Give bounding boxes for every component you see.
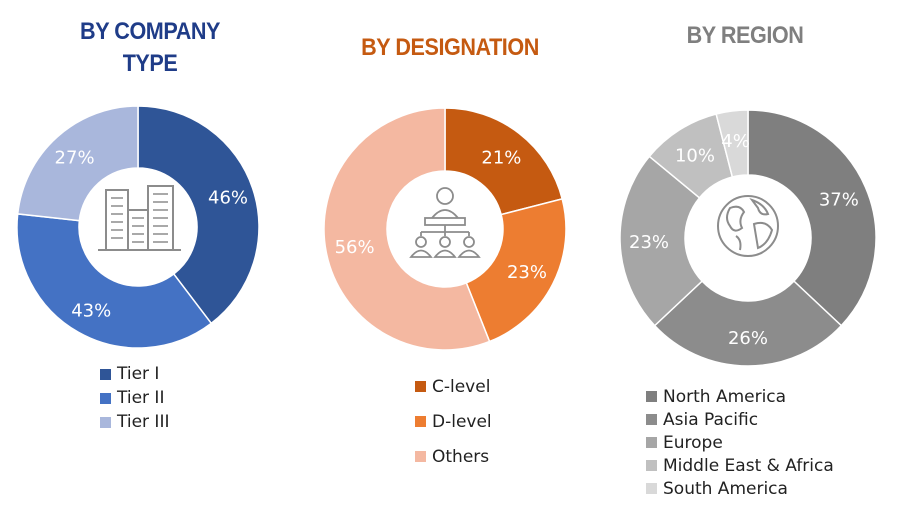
designation-labels: 21% 23% 56% [335,147,547,282]
legend-label: C-level [432,376,491,397]
legend-item: South America [646,477,834,500]
legend-swatch [646,414,657,425]
pie-slice-tier-iii [16,105,139,222]
legend-item: Middle East & Africa [646,454,834,477]
company-type-title: BY COMPANY TYPE [80,18,220,77]
region-panel: BY REGION 37% 26% 23% 10% 4% North America A… [600,0,900,505]
legend-swatch [646,391,657,402]
legend-label: Asia Pacific [663,409,759,430]
pie-slice-north-america [747,109,877,327]
legend-label: North America [663,386,787,407]
pie-slice-d-level [465,197,567,343]
company-type-labels: 46% 43% 27% [55,147,248,321]
legend-swatch [100,392,111,404]
data-label: 10% [675,145,715,166]
region-slices [619,109,877,367]
legend-swatch [415,381,426,392]
designation-legend: C-level D-level Others [415,369,492,474]
data-label: 21% [481,147,521,168]
company-type-donut: 46% 43% 27% [16,105,260,349]
legend-label: Tier I [117,364,160,384]
pie-slice-south-america [715,109,749,178]
legend-item: Tier III [100,410,169,434]
designation-slices [323,107,567,351]
legend-label: Middle East & Africa [663,455,834,476]
legend-label: Tier III [117,412,170,432]
data-label: 26% [728,328,768,349]
data-label: 46% [208,188,248,209]
pie-slice-c-level [444,107,564,216]
legend-label: South America [663,478,788,499]
region-legend: North America Asia Pacific Europe Middle… [646,385,834,500]
pie-slice-europe [619,155,704,327]
legend-swatch [415,416,426,427]
data-label: 27% [55,147,95,168]
region-donut: 37% 26% 23% 10% 4% [619,109,877,367]
company-type-legend: Tier I Tier II Tier III [100,362,169,434]
legend-swatch [415,451,426,462]
company-type-slices [16,105,260,349]
company-type-panel: BY COMPANY TYPE 46% 43% 27% Tier [0,0,300,505]
legend-label: Europe [663,432,723,453]
legend-label: Tier II [117,388,165,408]
data-label: 23% [507,262,547,283]
legend-swatch [100,416,111,428]
region-labels: 37% 26% 23% 10% 4% [629,131,859,349]
legend-swatch [100,368,111,380]
legend-item: North America [646,385,834,408]
org-chart-people-icon [409,187,481,258]
legend-item: Tier I [100,362,169,386]
pie-slice-tier-ii [16,213,213,349]
legend-item: C-level [415,369,492,404]
designation-panel: BY DESIGNATION 21% 23% 56% C-level [300,0,600,505]
data-label: 43% [71,301,111,322]
legend-item: Tier II [100,386,169,410]
legend-item: Others [415,439,492,474]
pie-slice-others [323,107,491,351]
legend-item: D-level [415,404,492,439]
legend-item: Europe [646,431,834,454]
pie-slice-tier-i [137,105,260,325]
data-label: 37% [819,190,859,211]
data-label: 4% [721,131,750,152]
globe-icon [717,195,779,257]
legend-swatch [646,437,657,448]
designation-donut: 21% 23% 56% [323,107,567,351]
data-label: 56% [335,237,375,258]
pie-slice-asia-pacific [653,280,843,367]
data-label: 23% [629,232,669,253]
designation-title: BY DESIGNATION [361,34,539,61]
legend-label: D-level [432,411,492,432]
buildings-icon [98,185,181,251]
legend-label: Others [432,446,490,467]
region-title: BY REGION [686,22,804,49]
legend-item: Asia Pacific [646,408,834,431]
legend-swatch [646,460,657,471]
legend-swatch [646,483,657,494]
